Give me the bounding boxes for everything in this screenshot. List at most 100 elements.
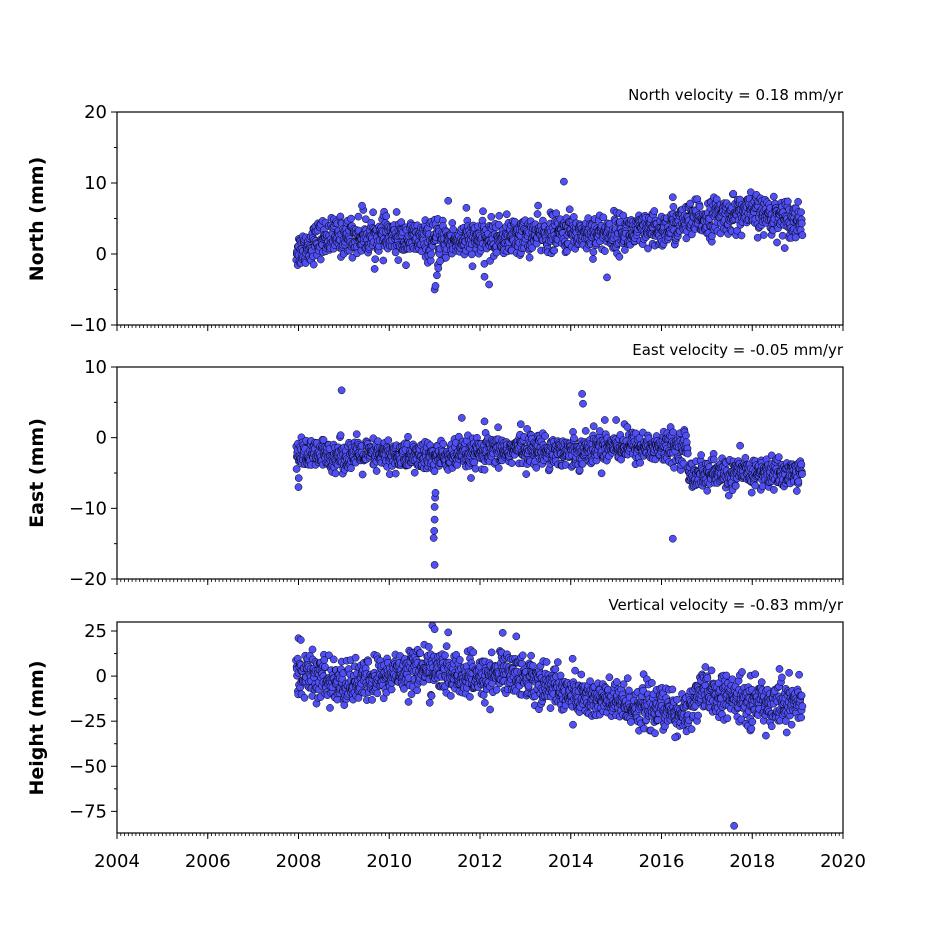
height-data-point xyxy=(648,679,656,687)
east-outlier-point xyxy=(579,399,587,408)
height-data-point xyxy=(767,722,776,731)
height-data-point xyxy=(553,658,562,666)
east-data-point xyxy=(794,477,803,486)
east-data-point xyxy=(439,440,448,448)
north-data-point xyxy=(780,244,789,252)
north-data-point xyxy=(599,213,608,222)
east-data-point xyxy=(597,469,606,478)
height-data-point xyxy=(687,725,696,733)
east-outlier-point xyxy=(430,503,439,511)
east-data-point xyxy=(569,428,577,436)
north-data-point xyxy=(778,231,787,240)
east-data-point xyxy=(623,423,632,431)
height-data-point xyxy=(466,693,474,701)
height-data-point xyxy=(795,670,803,679)
east-data-point xyxy=(494,464,503,472)
height-data-point xyxy=(612,678,621,686)
height-outlier-point xyxy=(296,636,305,644)
north-data-point xyxy=(797,219,806,228)
north-data-point xyxy=(442,253,450,262)
east-data-point xyxy=(798,470,806,478)
east-data-point xyxy=(294,474,303,482)
north-data-point xyxy=(759,231,768,239)
east-outlier-point xyxy=(457,414,466,422)
height-data-point xyxy=(427,692,436,700)
north-data-point xyxy=(354,212,363,221)
east-data-point xyxy=(747,488,756,497)
height-y-tick-label: −25 xyxy=(69,711,107,732)
east-data-point xyxy=(391,469,400,478)
height-data-point xyxy=(627,718,635,726)
north-data-point xyxy=(773,238,781,247)
height-data-point xyxy=(569,720,577,729)
east-points xyxy=(292,386,806,569)
height-data-point xyxy=(446,692,455,700)
height-data-point xyxy=(424,643,433,651)
panel-east: East velocity = -0.05 mm/yr East (mm) −2… xyxy=(26,341,844,590)
east-data-point xyxy=(522,470,531,478)
east-outlier-point xyxy=(516,420,525,429)
height-data-point xyxy=(425,698,434,707)
north-outlier-point xyxy=(560,177,568,186)
height-velocity-annotation: Vertical velocity = -0.83 mm/yr xyxy=(608,596,843,614)
height-data-point xyxy=(518,651,527,660)
north-outlier-point xyxy=(358,201,366,210)
north-data-point xyxy=(394,256,403,264)
north-data-point xyxy=(695,202,704,211)
east-data-point xyxy=(578,460,587,468)
height-outlier-point xyxy=(671,733,679,742)
north-data-point xyxy=(615,252,624,261)
north-data-point xyxy=(448,219,457,227)
east-outlier-point xyxy=(668,534,677,543)
east-data-point xyxy=(570,434,578,443)
height-data-point xyxy=(326,704,334,712)
north-data-point xyxy=(361,215,370,224)
north-data-point xyxy=(487,212,496,221)
east-data-point xyxy=(741,453,750,462)
height-points xyxy=(292,621,807,830)
east-data-point xyxy=(669,428,678,437)
east-outlier-point xyxy=(480,417,489,426)
east-data-point xyxy=(683,449,692,458)
height-data-point xyxy=(778,673,786,682)
east-y-tick-label: 10 xyxy=(84,357,107,378)
height-data-point xyxy=(527,651,535,660)
north-data-point xyxy=(589,255,597,263)
east-data-point xyxy=(467,474,475,482)
north-data-point xyxy=(791,233,800,242)
north-data-point xyxy=(533,210,542,218)
north-y-tick-label: 10 xyxy=(84,173,107,194)
north-data-point xyxy=(563,247,571,256)
east-outlier-point xyxy=(294,483,303,491)
east-data-point xyxy=(494,423,502,432)
north-data-point xyxy=(550,246,559,255)
east-outlier-point xyxy=(429,534,438,542)
height-data-point xyxy=(487,648,496,657)
east-data-point xyxy=(404,432,412,441)
north-points xyxy=(292,177,807,294)
north-data-point xyxy=(650,207,659,215)
east-y-tick-label: −20 xyxy=(69,569,107,590)
north-data-point xyxy=(525,253,534,262)
height-data-point xyxy=(668,685,677,694)
east-data-point xyxy=(710,455,718,464)
north-data-point xyxy=(479,207,487,216)
east-data-point xyxy=(731,482,740,490)
height-data-point xyxy=(308,645,317,654)
height-data-point xyxy=(300,693,309,702)
east-data-point xyxy=(352,430,361,439)
north-data-point xyxy=(348,253,357,262)
north-data-point xyxy=(495,211,504,220)
east-y-tick-label: 0 xyxy=(96,428,107,449)
height-data-point xyxy=(480,698,489,707)
north-data-point xyxy=(379,256,388,265)
height-data-point xyxy=(416,649,425,657)
east-data-point xyxy=(670,463,678,472)
height-data-point xyxy=(798,702,807,711)
north-y-axis-title: North (mm) xyxy=(26,157,48,282)
east-data-point xyxy=(589,422,598,431)
east-outlier-point xyxy=(578,390,586,398)
height-y-tick-label: −75 xyxy=(69,801,107,822)
height-data-point xyxy=(556,671,565,680)
north-data-point xyxy=(798,231,807,240)
